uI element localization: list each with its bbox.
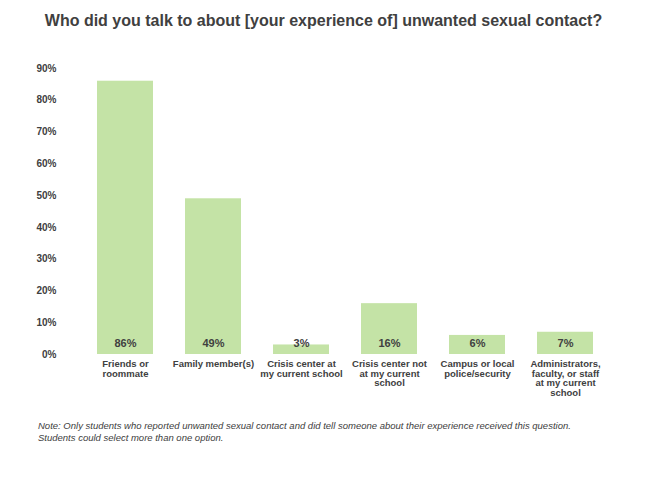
svg-text:30%: 30% (36, 253, 56, 264)
svg-text:Administrators,faculty, or sta: Administrators,faculty, or staffat my cu… (530, 358, 600, 398)
svg-text:Family member(s): Family member(s) (173, 358, 254, 369)
svg-text:60%: 60% (36, 158, 56, 169)
html-text:Who did you talk to about [you: Who did you talk to about [your experien… (44, 12, 603, 29)
svg-text:86%: 86% (114, 337, 136, 349)
svg-text:6%: 6% (470, 337, 486, 349)
html-text:Note: Only students who report: Note: Only students who reported unwante… (38, 420, 571, 431)
svg-text:Campus or localpolice/security: Campus or localpolice/security (441, 358, 515, 379)
svg-text:20%: 20% (36, 285, 56, 296)
svg-text:80%: 80% (36, 94, 56, 105)
svg-text:Crisis center atmy current sch: Crisis center atmy current school (260, 358, 342, 379)
svg-text:40%: 40% (36, 222, 56, 233)
svg-text:Crisis center notat my current: Crisis center notat my currentschool (352, 358, 428, 388)
svg-text:3%: 3% (294, 337, 310, 349)
svg-text:49%: 49% (202, 337, 224, 349)
svg-text:50%: 50% (36, 190, 56, 201)
svg-text:70%: 70% (36, 126, 56, 137)
svg-text:90%: 90% (36, 63, 56, 74)
svg-text:16%: 16% (378, 337, 400, 349)
svg-text:7%: 7% (558, 337, 574, 349)
svg-text:0%: 0% (42, 349, 57, 360)
svg-text:10%: 10% (36, 317, 56, 328)
svg-text:Friends orroommate: Friends orroommate (102, 358, 149, 379)
html-text:Students could select more tha: Students could select more than one opti… (38, 432, 224, 443)
